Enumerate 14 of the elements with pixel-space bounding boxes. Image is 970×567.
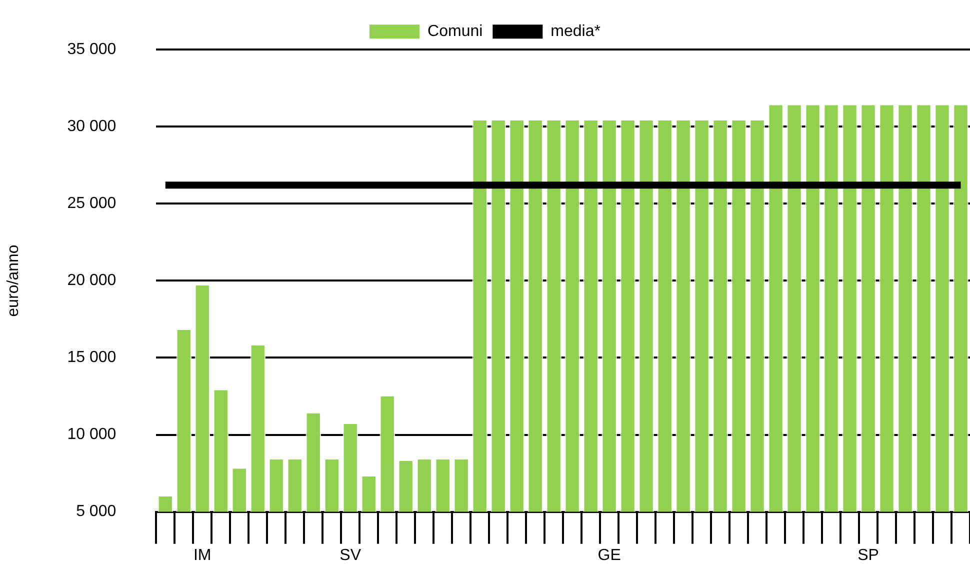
y-tick-label: 35 000 <box>67 41 116 58</box>
x-tick-label: GE <box>598 546 621 564</box>
y-tick-label: 15 000 <box>67 349 116 366</box>
y-tick-label: 25 000 <box>67 195 116 212</box>
y-tick-label: 5 000 <box>76 503 116 520</box>
legend-label: Comuni <box>428 23 483 40</box>
y-tick-label: 30 000 <box>67 118 116 136</box>
y-tick-label: 10 000 <box>67 426 116 444</box>
legend-label: media* <box>550 23 600 40</box>
x-tick-label: IM <box>193 546 212 564</box>
x-tick-label: SP <box>858 546 879 564</box>
y-tick-label: 20 000 <box>67 272 116 290</box>
y-axis-title: euro/anno <box>5 244 22 317</box>
x-tick-label: SV <box>340 546 362 564</box>
